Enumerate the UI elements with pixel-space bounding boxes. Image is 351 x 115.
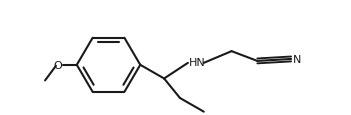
Text: HN: HN [189, 57, 206, 67]
Text: O: O [53, 60, 62, 70]
Text: N: N [293, 55, 302, 64]
